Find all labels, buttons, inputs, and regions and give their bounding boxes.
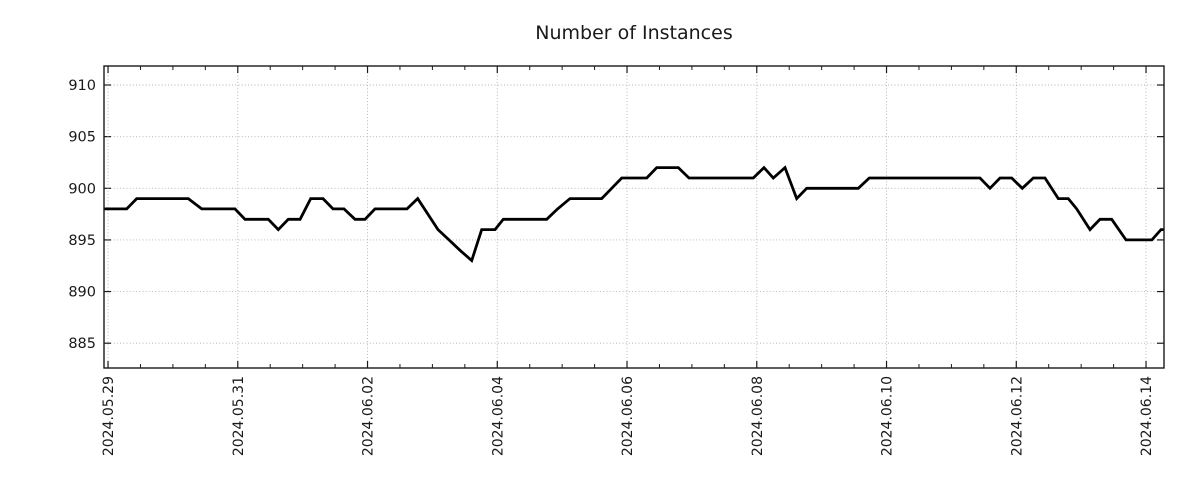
x-tick-label: 2024.06.04 (490, 376, 506, 456)
y-tick-label: 900 (68, 181, 96, 197)
x-tick-label: 2024.06.10 (880, 376, 896, 456)
y-tick-label: 910 (68, 78, 96, 94)
x-tick-label: 2024.06.06 (620, 376, 636, 456)
plot-border (103, 65, 1165, 369)
x-tick-label: 2024.06.02 (361, 376, 377, 456)
y-tick-label: 885 (68, 336, 96, 352)
y-tick-label: 895 (68, 233, 96, 249)
y-tick-label: 905 (68, 130, 96, 146)
chart-title: Number of Instances (535, 22, 732, 44)
x-tick-label: 2024.06.12 (1009, 376, 1025, 456)
data-series-line (104, 165, 1164, 264)
x-tick-label: 2024.06.08 (750, 376, 766, 456)
x-tick-label: 2024.06.14 (1139, 376, 1155, 456)
x-tick-label: 2024.05.31 (231, 376, 247, 456)
x-tick-label: 2024.05.29 (101, 376, 117, 456)
y-tick-label: 890 (68, 285, 96, 301)
